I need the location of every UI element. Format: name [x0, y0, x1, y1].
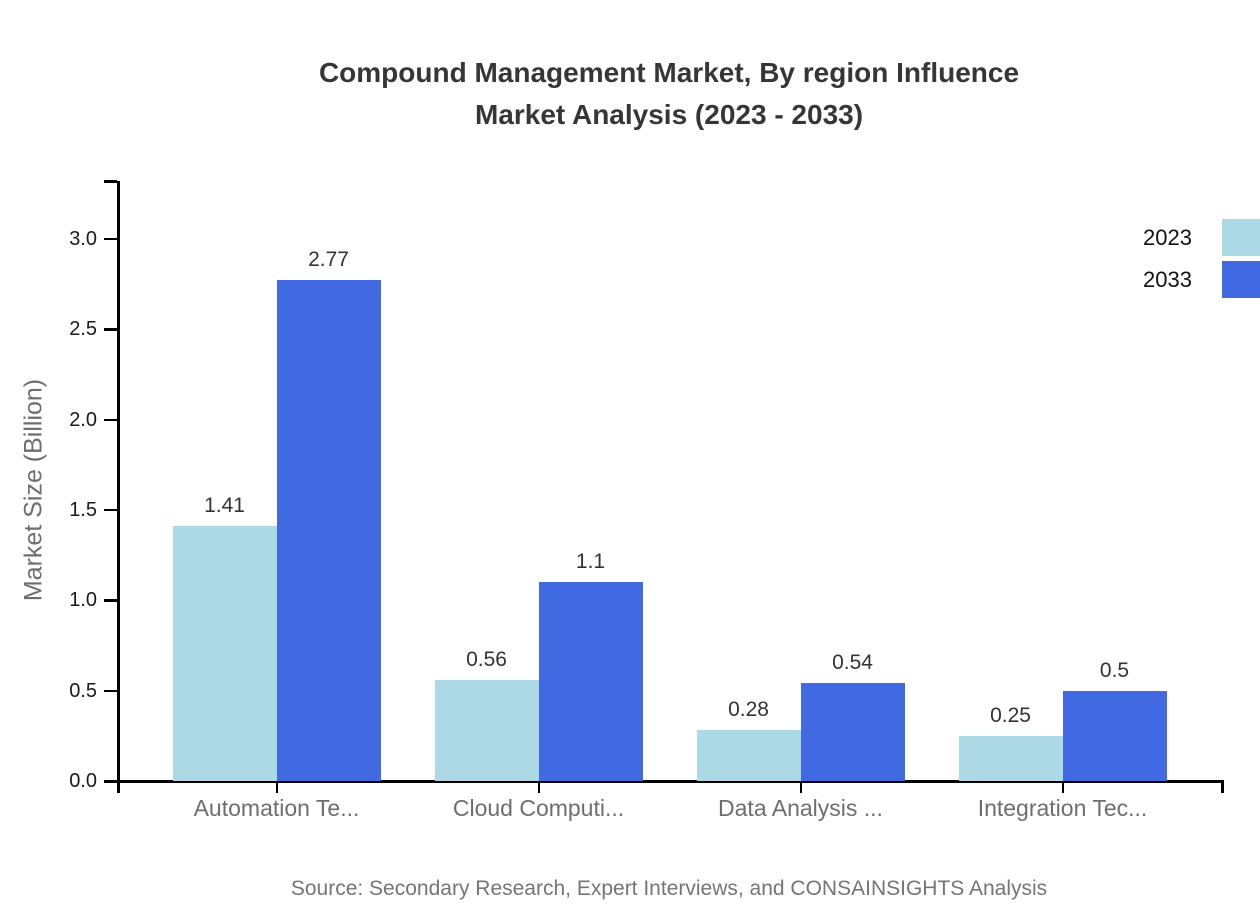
bar-value-label: 0.28 — [728, 698, 769, 722]
bar-2023 — [172, 526, 277, 781]
legend-item-2023: 2023 — [1143, 219, 1260, 256]
y-tick-label: 2.5 — [69, 318, 97, 341]
y-tick-label: 1.0 — [69, 589, 97, 612]
bar-2023 — [696, 730, 801, 781]
x-tick — [275, 781, 278, 793]
bar-2023 — [958, 735, 1063, 781]
legend-item-2033: 2033 — [1143, 261, 1260, 298]
legend-swatch — [1222, 261, 1260, 298]
bar-2033 — [800, 683, 905, 781]
y-tick-label: 3.0 — [69, 227, 97, 250]
bar-2033 — [276, 280, 381, 781]
bar-value-label: 1.41 — [204, 494, 245, 518]
category-label: Data Analysis ... — [718, 795, 883, 821]
legend-label: 2023 — [1143, 224, 1192, 250]
x-axis-endcap-tick — [1220, 781, 1224, 793]
bar-value-label: 0.54 — [832, 651, 873, 675]
y-tick-label: 0.5 — [69, 679, 97, 702]
y-tick — [103, 418, 117, 422]
bar-2033 — [538, 582, 643, 781]
bar-value-label: 2.77 — [308, 248, 349, 272]
bar-value-label: 0.56 — [466, 647, 507, 671]
y-tick-label: 2.0 — [69, 408, 97, 431]
legend-swatch — [1222, 219, 1260, 256]
legend: 2023 2033 — [1143, 219, 1260, 303]
y-tick-label: 1.5 — [69, 498, 97, 521]
x-tick — [537, 781, 540, 793]
bar-value-label: 1.1 — [575, 550, 606, 574]
y-tick — [103, 780, 117, 783]
legend-label: 2033 — [1143, 266, 1192, 292]
y-tick — [103, 237, 117, 241]
y-tick — [103, 599, 117, 602]
bar-2033 — [1062, 690, 1167, 781]
y-tick — [103, 508, 117, 512]
bar-value-label: 0.5 — [1099, 658, 1130, 682]
x-tick — [799, 781, 802, 793]
y-axis-endcap-tick — [103, 180, 117, 183]
bar-value-label: 0.25 — [990, 703, 1031, 727]
x-axis — [116, 779, 1224, 783]
bar-2023 — [434, 679, 539, 781]
y-tick — [103, 328, 117, 331]
y-tick — [103, 689, 117, 693]
category-label: Cloud Computi... — [452, 795, 625, 821]
category-label: Automation Te... — [193, 795, 360, 821]
y-axis — [116, 181, 120, 793]
x-tick — [1061, 781, 1064, 793]
source-text: Source: Secondary Research, Expert Inter… — [290, 877, 1048, 900]
chart-title-line2: Market Analysis (2023 - 2033) — [474, 99, 864, 130]
chart-title: Compound Management Market, By region In… — [0, 52, 1260, 136]
category-label: Integration Tec... — [977, 795, 1148, 821]
chart-title-line1: Compound Management Market, By region In… — [318, 57, 1020, 88]
y-tick-label: 0.0 — [69, 770, 97, 792]
